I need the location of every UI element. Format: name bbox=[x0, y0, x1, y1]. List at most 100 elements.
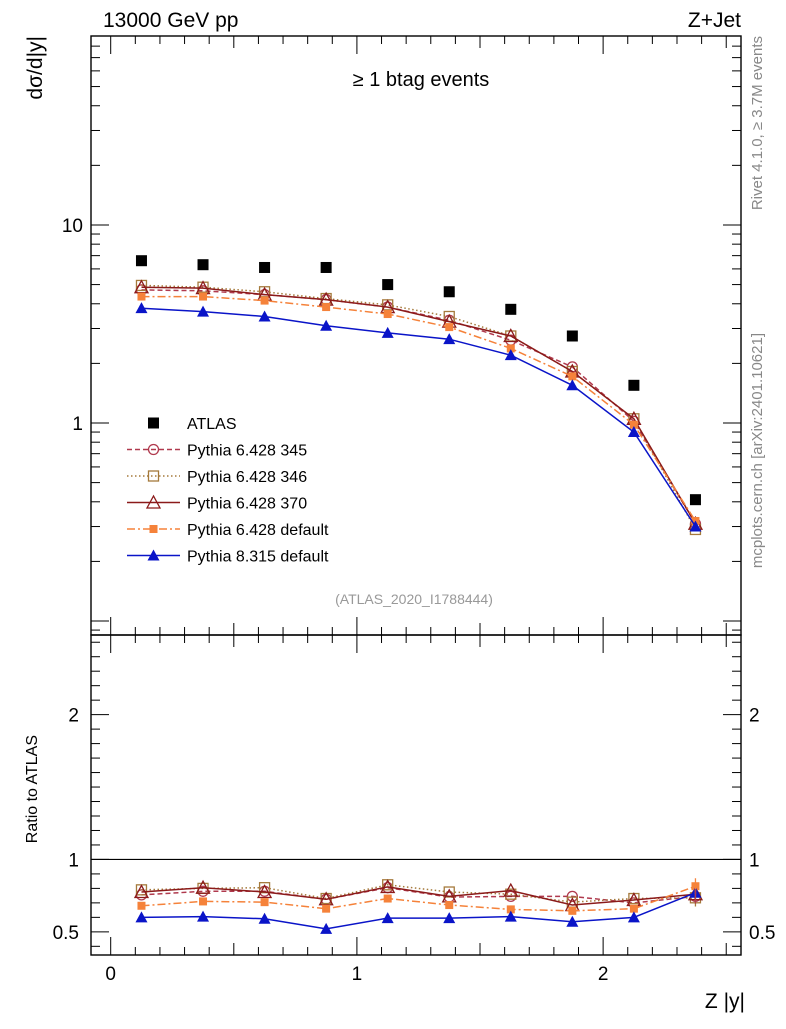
legend-marker-pydef bbox=[149, 525, 158, 533]
legend-label-pydef: Pythia 6.428 default bbox=[187, 522, 329, 539]
x-tick-label: 1 bbox=[352, 964, 363, 985]
data-point-py8 bbox=[443, 333, 456, 345]
data-point-py8 bbox=[258, 310, 271, 322]
data-point-py8 bbox=[443, 912, 456, 924]
legend: ATLAS Pythia 6.428 345 Pythia 6.428 346 Pyt… bbox=[127, 416, 329, 566]
data-point-pydef bbox=[629, 904, 638, 913]
main-y-axis-ticks: 1 10 bbox=[62, 35, 741, 635]
header-process-label: Z+Jet bbox=[688, 9, 741, 32]
data-point-pydef bbox=[260, 296, 269, 305]
series-py345-ratio bbox=[135, 882, 702, 909]
data-point-pydef bbox=[445, 901, 454, 910]
series-line-py8 bbox=[141, 892, 696, 930]
ratio-y-tick-label-left: 0.5 bbox=[53, 923, 79, 944]
series-py345-main bbox=[135, 284, 702, 530]
series-py370-main bbox=[133, 279, 704, 530]
ratio-y-tick-label-right: 0.5 bbox=[749, 923, 775, 944]
series-pydef-ratio bbox=[137, 882, 700, 915]
data-point-pydef bbox=[445, 323, 454, 332]
series-line-py345 bbox=[141, 886, 696, 904]
legend-label-py346: Pythia 6.428 346 bbox=[187, 469, 307, 486]
data-point-py8 bbox=[258, 912, 271, 924]
data-point-py8 bbox=[504, 910, 517, 922]
x-axis-label: Z |y| bbox=[705, 990, 745, 1013]
legend-label-atlas: ATLAS bbox=[187, 416, 237, 433]
legend-marker-py346 bbox=[147, 470, 160, 482]
ratio-plot-border bbox=[90, 634, 742, 956]
analysis-tag-label: (ATLAS_2020_I1788444) bbox=[335, 591, 493, 607]
data-point-atlas bbox=[320, 261, 332, 273]
data-point-pydef bbox=[383, 310, 392, 319]
data-point-pydef bbox=[568, 372, 577, 381]
main-panel-title: ≥ 1 btag events bbox=[353, 69, 490, 91]
legend-marker-py8 bbox=[147, 549, 160, 561]
legend-item-atlas: ATLAS bbox=[148, 416, 237, 433]
main-y-axis-label: dσ/d|y| bbox=[24, 36, 47, 100]
legend-item-pydef: Pythia 6.428 default bbox=[127, 522, 329, 539]
main-y-tick-label: 10 bbox=[62, 216, 83, 237]
data-point-pydef bbox=[199, 897, 208, 906]
ratio-axis-ticks: 0.5 0.5 1 1 2 2 0 1 2 bbox=[53, 635, 775, 985]
data-point-py370 bbox=[133, 884, 150, 899]
ratio-series-group bbox=[133, 878, 704, 934]
data-point-atlas bbox=[382, 279, 394, 291]
legend-marker-atlas bbox=[148, 417, 159, 429]
legend-label-py345: Pythia 6.428 345 bbox=[187, 443, 307, 460]
data-point-pydef bbox=[568, 906, 577, 915]
series-pydef-main bbox=[137, 292, 700, 525]
legend-item-py346: Pythia 6.428 346 bbox=[127, 469, 307, 486]
data-point-py8 bbox=[197, 910, 210, 922]
data-point-atlas bbox=[689, 494, 701, 506]
data-point-py370 bbox=[503, 328, 519, 343]
ratio-y-tick-label-right: 1 bbox=[749, 850, 760, 871]
legend-item-py345: Pythia 6.428 345 bbox=[127, 443, 307, 460]
data-point-pydef bbox=[137, 292, 146, 301]
ratio-y-tick-label-left: 1 bbox=[68, 850, 79, 871]
data-point-py8 bbox=[320, 319, 333, 331]
data-point-pydef bbox=[199, 292, 208, 301]
data-point-py8 bbox=[566, 379, 579, 391]
series-atlas-main bbox=[135, 255, 701, 506]
x-tick-label: 2 bbox=[598, 964, 609, 985]
data-point-py8 bbox=[320, 922, 333, 934]
data-point-atlas bbox=[505, 303, 517, 315]
data-point-py8 bbox=[197, 305, 210, 317]
series-line-pydef bbox=[141, 885, 696, 912]
data-point-py370 bbox=[503, 882, 519, 897]
legend-marker-py345 bbox=[147, 443, 160, 456]
data-point-atlas bbox=[443, 286, 455, 298]
series-line-py345 bbox=[141, 289, 697, 525]
data-point-py8 bbox=[627, 426, 640, 438]
series-py370-ratio bbox=[133, 879, 704, 912]
ratio-y-tick-label-right: 2 bbox=[749, 706, 760, 727]
series-line-py8 bbox=[141, 307, 697, 527]
data-point-atlas bbox=[566, 330, 578, 342]
series-py346-ratio bbox=[135, 879, 702, 908]
ratio-plot-frame bbox=[90, 634, 742, 956]
data-point-py370 bbox=[195, 879, 211, 894]
mcplots-label: mcplots.cern.ch [arXiv:2401.10621] bbox=[749, 333, 766, 568]
data-point-pydef bbox=[322, 904, 331, 913]
series-line-pydef bbox=[141, 295, 697, 522]
series-line-py346 bbox=[141, 284, 697, 530]
data-point-py370 bbox=[380, 879, 396, 894]
data-point-atlas bbox=[135, 255, 147, 267]
main-y-tick-label: 1 bbox=[72, 414, 83, 435]
data-point-py8 bbox=[135, 302, 148, 314]
series-line-py370 bbox=[141, 286, 697, 525]
data-point-pydef bbox=[506, 905, 515, 914]
data-point-pydef bbox=[260, 898, 269, 907]
data-point-py8 bbox=[504, 349, 517, 361]
legend-marker-py370 bbox=[145, 494, 162, 509]
data-point-atlas bbox=[197, 259, 209, 271]
data-point-pydef bbox=[383, 894, 392, 903]
legend-item-py370: Pythia 6.428 370 bbox=[127, 494, 307, 513]
series-py8-ratio bbox=[135, 886, 702, 934]
data-point-py8 bbox=[135, 911, 148, 923]
legend-label-py370: Pythia 6.428 370 bbox=[187, 496, 307, 513]
rivet-version-label: Rivet 4.1.0, ≥ 3.7M events bbox=[749, 36, 766, 210]
data-point-py345 bbox=[566, 890, 578, 903]
ratio-y-tick-label-left: 2 bbox=[68, 706, 79, 727]
data-point-py370 bbox=[256, 884, 273, 899]
